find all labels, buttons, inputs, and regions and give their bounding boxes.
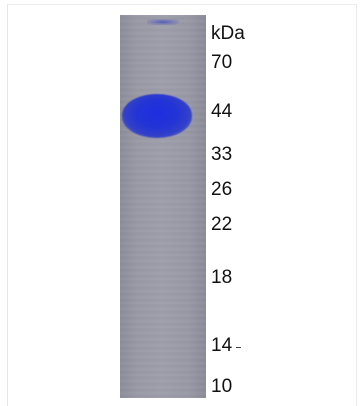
unit-label: kDa xyxy=(211,23,245,44)
marker-label-14: 14 xyxy=(211,335,233,356)
marker-label-22: 22 xyxy=(211,214,233,235)
marker-label-70: 70 xyxy=(211,52,233,73)
marker-label-10: 10 xyxy=(211,376,233,397)
marker-label-18: 18 xyxy=(211,267,233,288)
well-band xyxy=(147,19,179,25)
image-frame xyxy=(7,4,357,406)
protein-band xyxy=(122,94,192,138)
gel-lane xyxy=(120,15,206,398)
marker-label-26: 26 xyxy=(211,179,233,200)
marker-label-44: 44 xyxy=(211,101,233,122)
marker-tick-14 xyxy=(236,347,241,348)
marker-label-33: 33 xyxy=(211,144,233,165)
